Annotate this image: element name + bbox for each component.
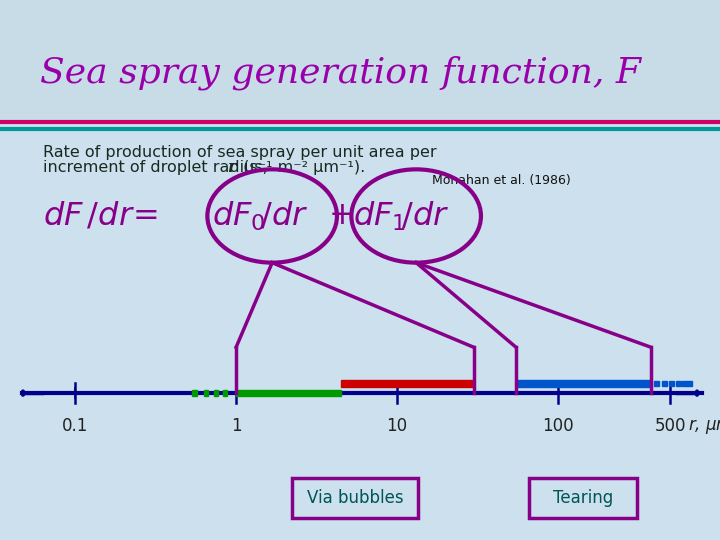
Text: $dF_0\!/dr$: $dF_0\!/dr$	[212, 199, 309, 233]
Text: Via bubbles: Via bubbles	[307, 489, 403, 507]
Text: $dF\,/dr\!=\!$: $dF\,/dr\!=\!$	[43, 200, 158, 232]
Text: Sea spray generation function, F: Sea spray generation function, F	[40, 56, 641, 90]
Text: 100: 100	[542, 417, 574, 435]
Text: $dF_1\!/dr$: $dF_1\!/dr$	[353, 199, 449, 233]
Text: r: r	[227, 159, 235, 176]
Text: (s⁻¹ m⁻² μm⁻¹).: (s⁻¹ m⁻² μm⁻¹).	[238, 160, 365, 175]
Text: increment of droplet radius,: increment of droplet radius,	[43, 160, 273, 175]
Text: Tearing: Tearing	[553, 489, 613, 507]
Text: 10: 10	[387, 417, 408, 435]
Text: 0.1: 0.1	[62, 417, 89, 435]
Text: $r$, μm: $r$, μm	[688, 417, 720, 436]
Text: Rate of production of sea spray per unit area per: Rate of production of sea spray per unit…	[43, 145, 437, 160]
Text: $+$: $+$	[328, 200, 353, 232]
Text: 1: 1	[231, 417, 241, 435]
Text: Monahan et al. (1986): Monahan et al. (1986)	[432, 174, 571, 187]
Text: 500: 500	[654, 417, 686, 435]
